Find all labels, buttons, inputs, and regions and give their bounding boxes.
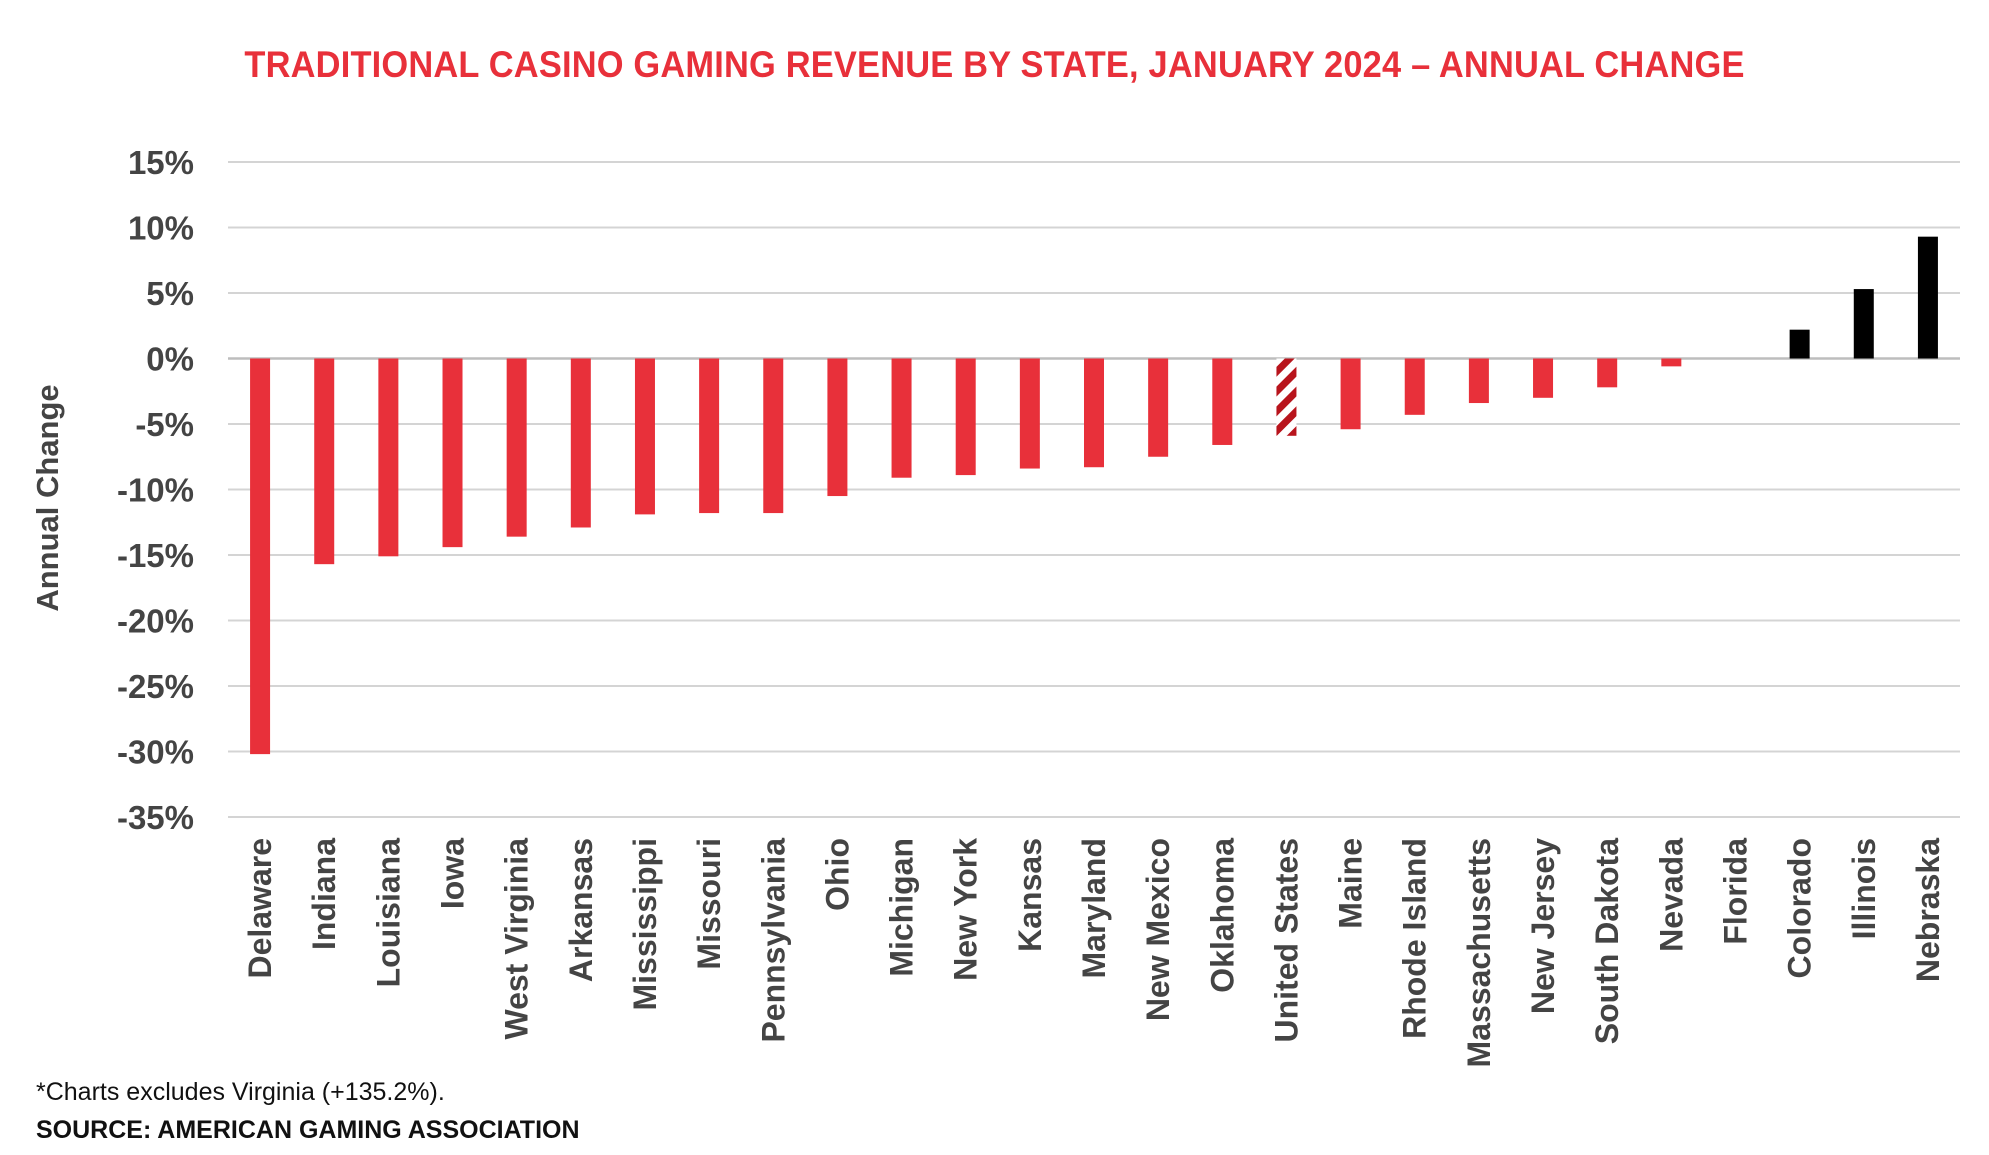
bar-new-mexico — [1148, 358, 1169, 457]
y-tick-label: -30% — [117, 734, 194, 771]
gridlines — [228, 161, 1960, 818]
bar-west-virginia — [506, 358, 527, 537]
y-axis-ticks: 15% 10% 5% 0% -5% -10% -15% -20% -25% -30% -35% — [117, 144, 194, 836]
bar-colorado — [1789, 329, 1810, 359]
bar-nebraska — [1917, 236, 1938, 359]
bar-new-jersey — [1533, 358, 1554, 398]
y-tick-label: -15% — [117, 537, 194, 574]
x-tick-label: Colorado — [1782, 838, 1818, 978]
bar-illinois — [1853, 289, 1874, 359]
bars — [250, 236, 1938, 755]
x-tick-label: West Virginia — [499, 838, 535, 1040]
footnote: *Charts excludes Virginia (+135.2%). — [36, 1078, 445, 1106]
bar-new-york — [955, 358, 976, 476]
x-tick-label: Maryland — [1076, 838, 1112, 978]
x-tick-label: Arkansas — [563, 838, 599, 982]
x-tick-label: Ohio — [819, 838, 855, 911]
bar-pennsylvania — [763, 358, 784, 514]
x-tick-label: Pennsylvania — [755, 838, 791, 1043]
x-tick-label: Florida — [1717, 838, 1753, 945]
x-tick-label: South Dakota — [1589, 838, 1625, 1044]
bar-michigan — [891, 358, 912, 478]
x-tick-label: Kansas — [1012, 838, 1048, 952]
y-tick-label: -35% — [117, 799, 194, 836]
x-tick-label: Michigan — [884, 838, 920, 977]
bar-ohio — [827, 358, 848, 497]
y-tick-label: 0% — [146, 341, 194, 378]
x-tick-label: Indiana — [306, 838, 342, 950]
bar-louisiana — [378, 358, 399, 557]
x-tick-label: Louisiana — [370, 838, 406, 988]
y-tick-label: -25% — [117, 668, 194, 705]
y-tick-label: -10% — [117, 472, 194, 509]
bar-missouri — [699, 358, 720, 514]
x-tick-label: New York — [948, 838, 984, 981]
x-tick-label: Delaware — [242, 838, 278, 979]
x-tick-label: Massachusetts — [1461, 838, 1497, 1067]
x-axis-labels: Delaware Indiana Louisiana Iowa West Virgini… — [242, 838, 1946, 1068]
bar-mississippi — [634, 358, 655, 515]
bar-indiana — [314, 358, 335, 565]
x-tick-label: Maine — [1333, 838, 1369, 929]
y-tick-label: -5% — [135, 406, 194, 443]
x-tick-label: New Mexico — [1140, 838, 1176, 1021]
bar-maryland — [1084, 358, 1104, 468]
x-tick-label: Iowa — [435, 838, 471, 909]
x-tick-label: Nevada — [1653, 838, 1689, 952]
y-axis-label: Annual Change — [30, 384, 65, 611]
bar-maine — [1340, 358, 1361, 430]
bar-delaware — [250, 358, 271, 755]
bar-south-dakota — [1597, 358, 1618, 388]
source-note: SOURCE: AMERICAN GAMING ASSOCIATION — [36, 1116, 580, 1144]
chart-title: TRADITIONAL CASINO GAMING REVENUE BY STA… — [244, 44, 1745, 85]
x-tick-label: Missouri — [691, 838, 727, 970]
bar-massachusetts — [1468, 358, 1489, 404]
bar-nevada — [1661, 358, 1682, 367]
bar-iowa — [442, 358, 463, 548]
bar-united-states — [1276, 358, 1297, 436]
x-tick-label: New Jersey — [1525, 838, 1561, 1014]
x-tick-label: Oklahoma — [1204, 838, 1240, 993]
y-tick-label: 5% — [146, 275, 194, 312]
x-tick-label: Mississippi — [627, 838, 663, 1011]
bar-oklahoma — [1212, 358, 1233, 445]
bar-rhode-island — [1404, 358, 1425, 415]
x-tick-label: Nebraska — [1910, 838, 1946, 982]
x-tick-label: United States — [1268, 838, 1304, 1042]
bar-kansas — [1019, 358, 1040, 469]
x-tick-label: Illinois — [1846, 838, 1882, 939]
y-tick-label: 15% — [128, 144, 194, 181]
x-tick-label: Rhode Island — [1397, 838, 1433, 1039]
bar-arkansas — [570, 358, 591, 528]
y-tick-label: -20% — [117, 603, 194, 640]
y-tick-label: 10% — [128, 210, 194, 247]
